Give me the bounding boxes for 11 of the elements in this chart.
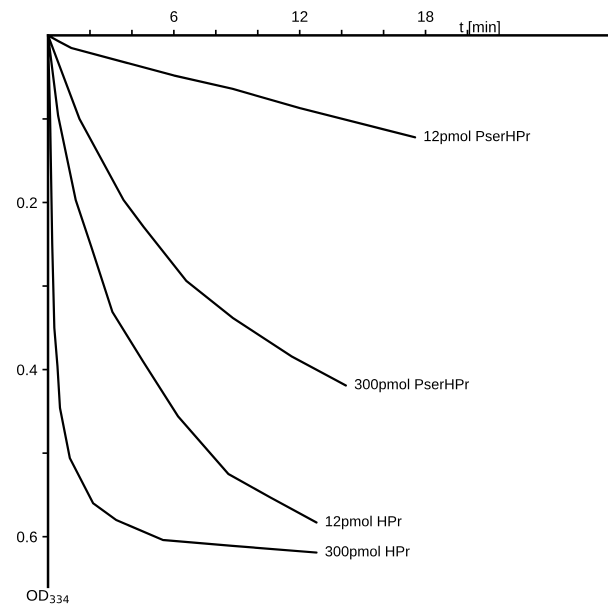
series-label: 12pmol HPr bbox=[326, 516, 402, 530]
y-tick-label: 0.2 bbox=[16, 197, 37, 208]
y-tick-label: 0.6 bbox=[16, 532, 37, 542]
series-label: 300pmol HPr bbox=[325, 546, 410, 560]
x-tick-label: 18 bbox=[418, 11, 434, 22]
x-tick-label: 6 bbox=[170, 11, 178, 22]
series-label: 12pmol PserHPr bbox=[424, 130, 530, 144]
y-tick-label: 0.4 bbox=[16, 364, 38, 376]
x-tick-label: 12 bbox=[292, 11, 308, 22]
y-axis-title: OD$_{334}$ bbox=[26, 590, 69, 604]
series-label: 300pmol PserHPr bbox=[354, 378, 470, 392]
